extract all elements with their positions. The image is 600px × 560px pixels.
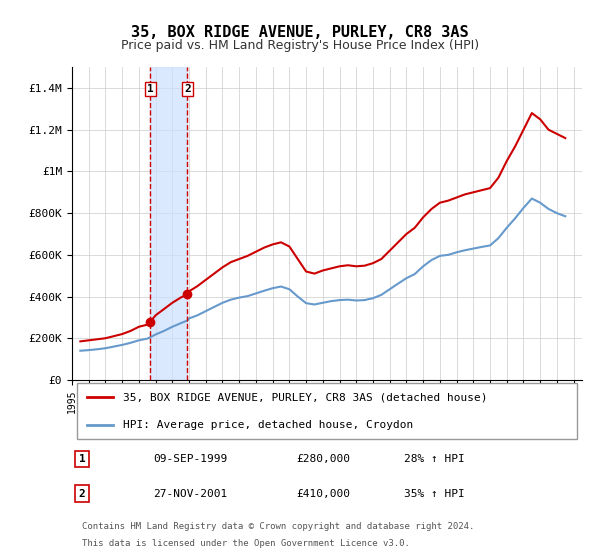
Text: 2: 2 <box>184 84 191 94</box>
Text: 09-SEP-1999: 09-SEP-1999 <box>154 454 228 464</box>
Text: 35% ↑ HPI: 35% ↑ HPI <box>404 488 464 498</box>
Text: Price paid vs. HM Land Registry's House Price Index (HPI): Price paid vs. HM Land Registry's House … <box>121 39 479 52</box>
FancyBboxPatch shape <box>77 383 577 440</box>
Text: This data is licensed under the Open Government Licence v3.0.: This data is licensed under the Open Gov… <box>82 539 410 548</box>
Bar <box>151 67 187 380</box>
Text: 27-NOV-2001: 27-NOV-2001 <box>154 488 228 498</box>
Text: £410,000: £410,000 <box>296 488 350 498</box>
Text: £280,000: £280,000 <box>296 454 350 464</box>
Text: 1: 1 <box>147 84 154 94</box>
Text: 35, BOX RIDGE AVENUE, PURLEY, CR8 3AS: 35, BOX RIDGE AVENUE, PURLEY, CR8 3AS <box>131 25 469 40</box>
Text: 28% ↑ HPI: 28% ↑ HPI <box>404 454 464 464</box>
Text: Contains HM Land Registry data © Crown copyright and database right 2024.: Contains HM Land Registry data © Crown c… <box>82 522 475 531</box>
Text: 1: 1 <box>79 454 86 464</box>
Text: HPI: Average price, detached house, Croydon: HPI: Average price, detached house, Croy… <box>123 420 413 430</box>
Text: 35, BOX RIDGE AVENUE, PURLEY, CR8 3AS (detached house): 35, BOX RIDGE AVENUE, PURLEY, CR8 3AS (d… <box>123 393 487 403</box>
Text: 2: 2 <box>79 488 86 498</box>
